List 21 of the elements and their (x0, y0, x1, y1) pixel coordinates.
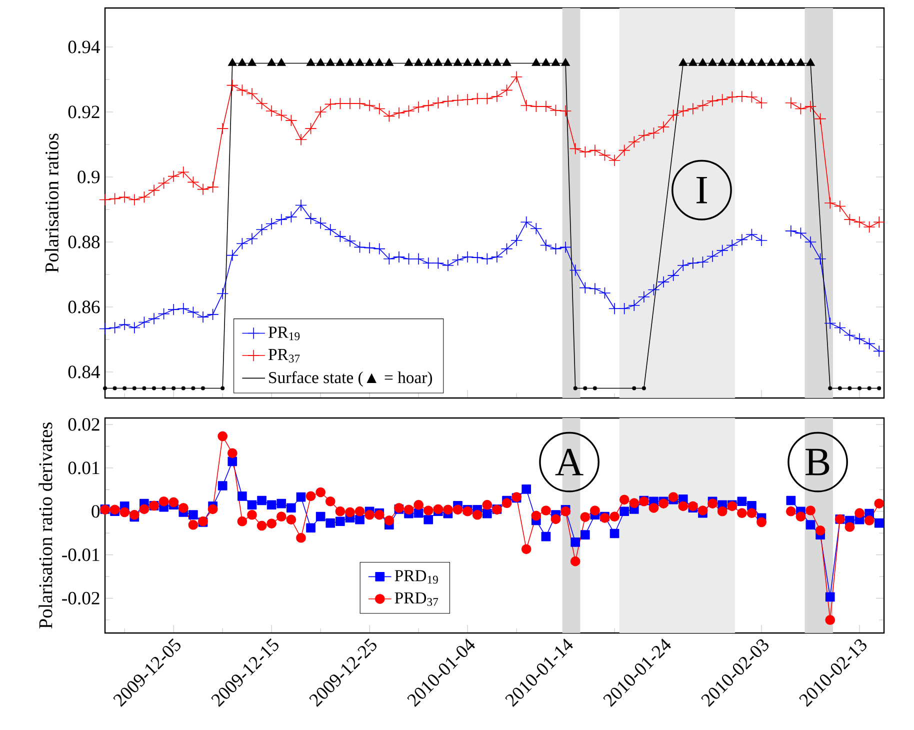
y-tick-label: -0.02 (62, 592, 100, 605)
legend-label: PRD$_{37}$ (394, 592, 438, 606)
y-tick-label: 0.02 (68, 418, 100, 431)
legend-label: PR$_{37}$ (268, 349, 300, 362)
legend-label: PR$_{19}$ (268, 326, 300, 340)
y-axis-title: Polarisation ratio derivates (38, 422, 52, 629)
annotation: A (555, 448, 584, 476)
y-tick-label: 0.9 (78, 170, 100, 184)
y-tick-label: 0.94 (68, 40, 100, 54)
legend-label: Surface state (▲ = hoar) (269, 371, 432, 387)
y-tick-label: 0.01 (68, 462, 100, 474)
y-axis-title: Polarisation ratios (44, 134, 58, 272)
y-tick-label: -0.01 (62, 548, 100, 562)
y-tick-label: 0.84 (68, 366, 100, 378)
annotation: I (696, 177, 707, 204)
y-tick-label: 0.86 (68, 300, 100, 314)
y-tick-label: 0.92 (68, 106, 100, 118)
annotation: B (806, 448, 830, 476)
y-tick-label: 0 (92, 505, 100, 518)
legend-label: PRD$_{19}$ (394, 570, 438, 584)
y-tick-label: 0.88 (68, 236, 100, 248)
